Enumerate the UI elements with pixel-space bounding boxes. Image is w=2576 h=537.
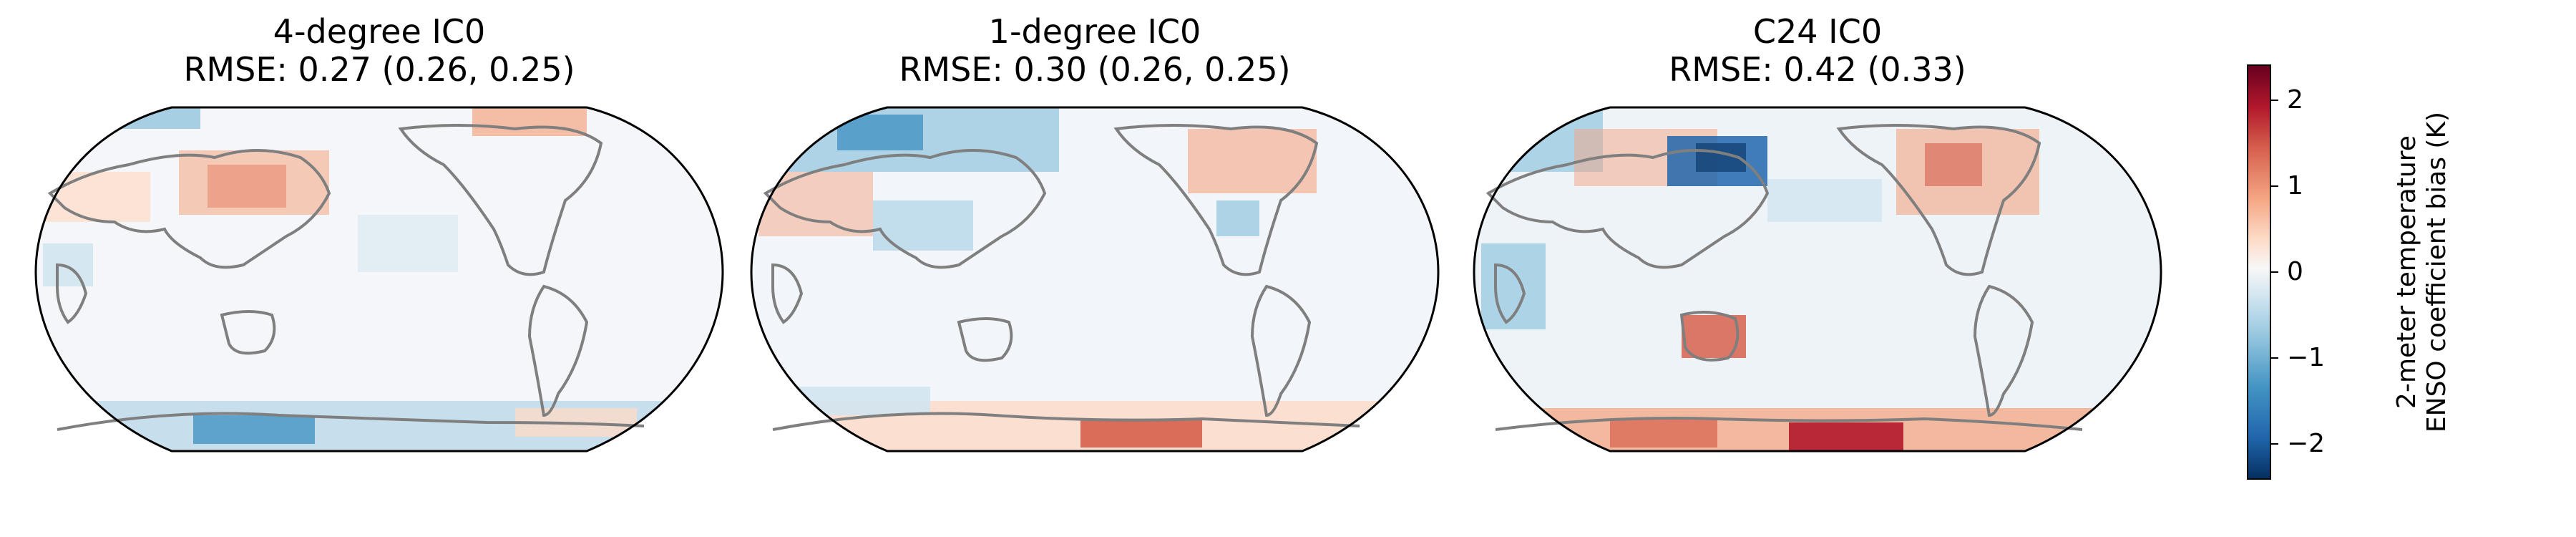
map-panel-1-degree: 1-degree IC0 RMSE: 0.30 (0.26, 0.25) xyxy=(744,0,1445,537)
panel-title: C24 IC0 RMSE: 0.42 (0.33) xyxy=(1467,13,2168,89)
panel-rmse-line: RMSE: 0.42 (0.33) xyxy=(1669,49,1966,89)
colorbar-label: 2-meter temperature ENSO coefficient bia… xyxy=(2392,21,2452,523)
map-panel-c24: C24 IC0 RMSE: 0.42 (0.33) xyxy=(1467,0,2168,537)
colorbar-tick-label: 0 xyxy=(2287,257,2303,286)
bias-field xyxy=(751,107,1438,451)
map-frame xyxy=(750,106,1440,453)
colorbar-tick-label: −2 xyxy=(2287,429,2326,458)
coastlines xyxy=(1485,124,2083,431)
panel-rmse-line: RMSE: 0.27 (0.26, 0.25) xyxy=(183,49,575,89)
panel-title: 1-degree IC0 RMSE: 0.30 (0.26, 0.25) xyxy=(744,13,1445,89)
colorbar-tick-label: 2 xyxy=(2287,85,2303,115)
coastlines xyxy=(763,124,1360,431)
panel-rmse-line: RMSE: 0.30 (0.26, 0.25) xyxy=(899,49,1291,89)
colorbar xyxy=(2247,64,2271,480)
map-frame xyxy=(1473,106,2162,453)
colorbar-label-line2: ENSO coefficient bias (K) xyxy=(2422,111,2451,433)
world-map xyxy=(1473,106,2162,453)
map-panel-4-degree: 4-degree IC0 RMSE: 0.27 (0.26, 0.25) xyxy=(29,0,730,537)
colorbar-tick-label: 1 xyxy=(2287,171,2303,200)
map-frame xyxy=(34,106,724,453)
coastlines xyxy=(47,124,645,431)
world-map xyxy=(34,106,724,453)
panel-title-line1: 1-degree IC0 xyxy=(988,12,1201,51)
bias-field xyxy=(36,107,723,451)
panel-title-line1: C24 IC0 xyxy=(1752,12,1883,51)
world-map xyxy=(750,106,1440,453)
bias-field xyxy=(1474,107,2161,451)
panel-title: 4-degree IC0 RMSE: 0.27 (0.26, 0.25) xyxy=(29,13,730,89)
panel-title-line1: 4-degree IC0 xyxy=(273,12,486,51)
colorbar-tick-label: −1 xyxy=(2287,343,2326,372)
colorbar-label-line1: 2-meter temperature xyxy=(2392,135,2421,409)
